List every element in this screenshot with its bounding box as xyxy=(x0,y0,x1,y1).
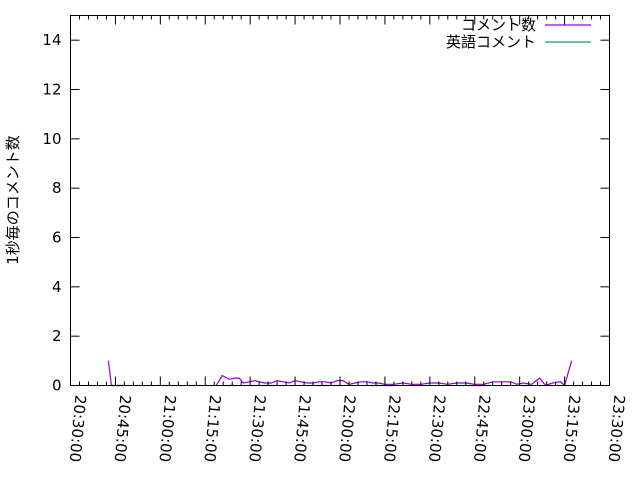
x-tick-label: 20:45:00 xyxy=(111,394,135,463)
y-tick-label: 10 xyxy=(42,130,61,148)
x-tick-label: 20:30:00 xyxy=(66,394,90,463)
y-tick-label: 0 xyxy=(52,377,62,395)
legend: コメント数 英語コメント xyxy=(446,16,591,51)
legend-label-0: コメント数 xyxy=(461,16,536,34)
x-tick-label: 21:15:00 xyxy=(200,394,224,463)
y-tick-label: 2 xyxy=(52,327,62,345)
x-tick-label: 22:15:00 xyxy=(380,394,404,463)
ticks-layer: 0 2 4 6 8 10 12 14 20:30:00 20:45:00 21:00:00 21:15… xyxy=(42,15,629,463)
x-tick-label: 21:30:00 xyxy=(245,394,269,463)
legend-label-1: 英語コメント xyxy=(446,33,536,51)
y-tick-label: 6 xyxy=(52,229,62,247)
y-tick-label: 8 xyxy=(52,179,62,197)
y-tick-label: 12 xyxy=(42,81,61,99)
x-tick-label: 21:00:00 xyxy=(155,394,179,463)
x-tick-label: 23:30:00 xyxy=(605,394,629,463)
y-tick-label: 14 xyxy=(42,31,61,49)
plot-border xyxy=(70,15,610,386)
x-tick-label: 23:15:00 xyxy=(560,394,584,463)
x-tick-label: 22:30:00 xyxy=(425,394,449,463)
x-tick-label: 21:45:00 xyxy=(290,394,314,463)
x-tick-label: 22:45:00 xyxy=(470,394,494,463)
x-tick-label: 22:00:00 xyxy=(335,394,359,463)
x-tick-label: 23:00:00 xyxy=(515,394,539,463)
y-axis-label: 1秒毎のコメント数 xyxy=(4,135,22,265)
y-tick-label: 4 xyxy=(52,278,62,296)
